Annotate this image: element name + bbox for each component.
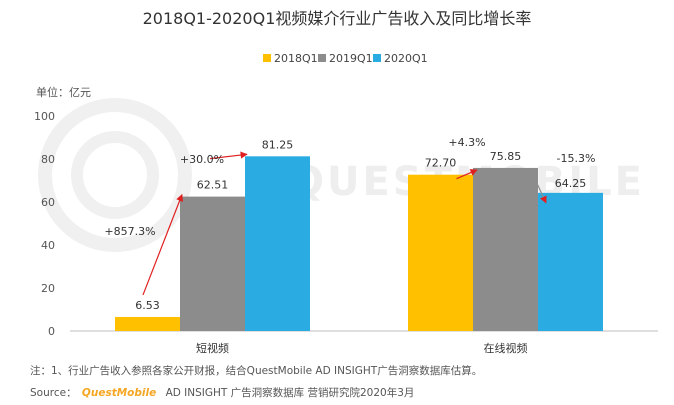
y-tick-label: 80: [41, 153, 55, 166]
data-label: 75.85: [490, 150, 522, 163]
growth-arrow: [532, 175, 547, 204]
bar-2018Q1-短视频: [115, 316, 180, 331]
data-label: 64.25: [555, 177, 587, 190]
growth-label: -15.3%: [557, 152, 596, 165]
data-labels: 6.53 62.51 81.25 72.70 75.85 64.25: [135, 138, 586, 312]
bar-2019Q1-短视频: [180, 196, 245, 331]
source-line: Source： QuestMobile AD INSIGHT 广告洞察数据库 营…: [30, 386, 414, 399]
y-axis: 0 20 40 60 80 100: [34, 110, 55, 338]
source-text: AD INSIGHT 广告洞察数据库 营销研究院2020年3月: [166, 386, 415, 399]
data-label: 6.53: [135, 299, 160, 312]
category-label: 在线视频: [484, 341, 528, 355]
legend-swatch-2020Q1: [373, 54, 381, 62]
y-tick-label: 0: [48, 325, 55, 338]
legend-label-2018Q1: 2018Q1: [274, 52, 318, 65]
y-tick-label: 20: [41, 282, 55, 295]
bars: [115, 156, 603, 331]
growth-label: +857.3%: [104, 225, 155, 238]
bar-2020Q1-在线视频: [538, 192, 603, 331]
bar-2020Q1-短视频: [245, 156, 310, 331]
bar-2019Q1-在线视频: [473, 167, 538, 331]
legend-swatch-2018Q1: [263, 54, 271, 62]
legend-swatch-2019Q1: [318, 54, 326, 62]
source-label: Source：: [30, 387, 77, 399]
chart-title: 2018Q1-2020Q1视频媒介行业广告收入及同比增长率: [143, 9, 532, 28]
data-label: 81.25: [262, 138, 294, 151]
data-label: 72.70: [425, 157, 457, 170]
data-label: 62.51: [197, 179, 229, 192]
source-brand: QuestMobile: [82, 387, 156, 399]
footnote: 注：1、行业广告收入参照各家公开财报，结合QuestMobile AD INSI…: [30, 364, 482, 377]
category-labels: 短视频 在线视频: [196, 341, 528, 355]
growth-arrow: [209, 151, 248, 160]
growth-annotations: +857.3% +30.0% +4.3% -15.3%: [104, 136, 596, 296]
y-tick-label: 100: [34, 110, 55, 123]
growth-label: +30.0%: [180, 153, 224, 166]
growth-arrow: [142, 193, 184, 296]
legend-label-2019Q1: 2019Q1: [329, 52, 373, 65]
growth-label: +4.3%: [448, 136, 485, 149]
y-tick-label: 40: [41, 239, 55, 252]
y-tick-label: 60: [41, 196, 55, 209]
legend: 2018Q1 2019Q1 2020Q1: [263, 52, 428, 65]
legend-label-2020Q1: 2020Q1: [384, 52, 428, 65]
category-label: 短视频: [196, 341, 229, 355]
unit-label: 单位：亿元: [36, 85, 91, 99]
growth-arrow: [456, 169, 478, 180]
svg-text:Source： QuestMobile: Source： QuestMobile AD INSIGHT 广告洞察数据库 营…: [30, 386, 414, 399]
bar-2018Q1-在线视频: [408, 174, 473, 331]
